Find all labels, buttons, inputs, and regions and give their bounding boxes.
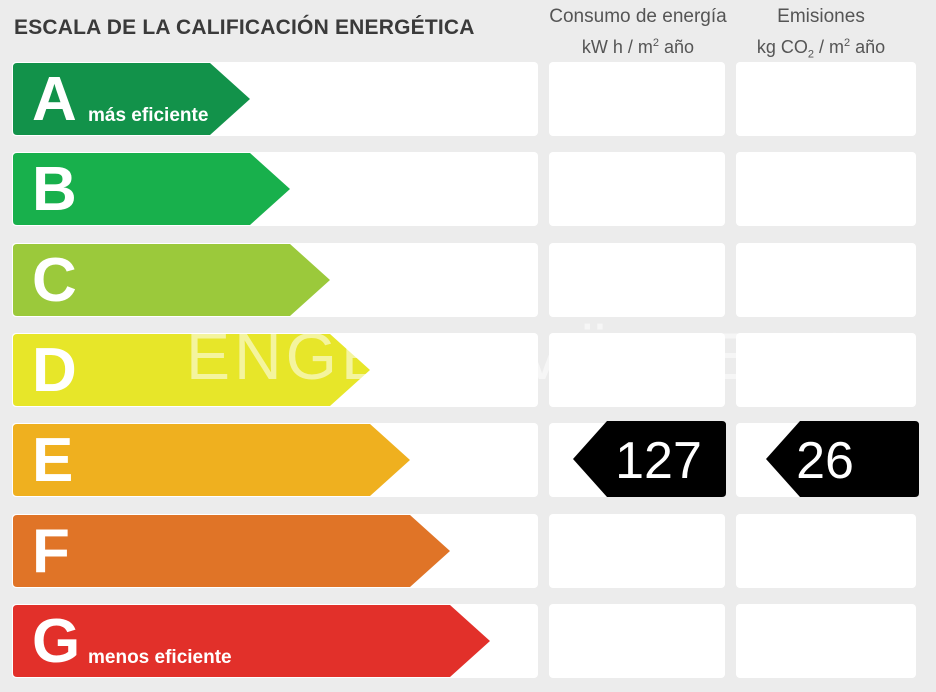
rating-bar-shape bbox=[13, 244, 330, 316]
consumo-header-unit: kW h / m2 año bbox=[581, 37, 695, 57]
column-header-emisiones: Emisiones kg CO2 / m2 año bbox=[730, 4, 912, 68]
column-header-consumo: Consumo de energía kW h / m2 año bbox=[540, 4, 736, 60]
rating-bar-e: E bbox=[13, 424, 410, 496]
cell-c2-b bbox=[549, 152, 725, 226]
rating-tag: más eficiente bbox=[88, 105, 209, 126]
rating-letter: E bbox=[32, 426, 74, 495]
consumo-header-line1: Consumo de energía bbox=[549, 6, 727, 27]
rating-bar-d: D bbox=[13, 334, 370, 406]
rating-row-f: F bbox=[0, 514, 936, 590]
rating-letter: D bbox=[32, 336, 77, 405]
rating-letter: C bbox=[32, 246, 77, 315]
rating-bar-b: B bbox=[13, 153, 290, 225]
rating-bar-c: C bbox=[13, 244, 330, 316]
rating-bar-shape bbox=[13, 515, 450, 587]
consumo-indicator-value: 127 bbox=[615, 432, 702, 490]
cell-c3-d bbox=[736, 333, 916, 407]
rating-letter: B bbox=[32, 155, 77, 224]
page-title: ESCALA DE LA CALIFICACIÓN ENERGÉTICA bbox=[14, 16, 475, 39]
cell-c2-a bbox=[549, 62, 725, 136]
cell-c3-b bbox=[736, 152, 916, 226]
cell-c2-c bbox=[549, 243, 725, 317]
cell-c3-a bbox=[736, 62, 916, 136]
rating-row-c: C bbox=[0, 243, 936, 319]
cell-c3-c bbox=[736, 243, 916, 317]
cell-c2-d bbox=[549, 333, 725, 407]
rating-bar-shape bbox=[13, 63, 250, 135]
rating-row-b: B bbox=[0, 152, 936, 228]
rating-row-e: E 127 26 bbox=[0, 421, 936, 499]
emisiones-indicator-shape bbox=[766, 421, 919, 497]
cell-c3-f bbox=[736, 514, 916, 588]
cell-c2-f bbox=[549, 514, 725, 588]
rating-letter: F bbox=[32, 517, 70, 586]
rating-bar-shape bbox=[13, 153, 290, 225]
cell-c3-g bbox=[736, 604, 916, 678]
emisiones-indicator: 26 bbox=[766, 421, 919, 497]
rating-bar-shape bbox=[13, 424, 410, 496]
rating-bar-f: F bbox=[13, 515, 450, 587]
consumo-indicator-shape bbox=[573, 421, 726, 497]
emisiones-indicator-value: 26 bbox=[796, 432, 854, 490]
rating-bar-shape bbox=[13, 605, 490, 677]
rating-row-d: D bbox=[0, 333, 936, 409]
rating-tag: menos eficiente bbox=[88, 647, 232, 668]
consumo-indicator: 127 bbox=[573, 421, 726, 497]
emisiones-header-line1: Emisiones bbox=[777, 6, 865, 27]
cell-c2-g bbox=[549, 604, 725, 678]
emisiones-header-unit: kg CO2 / m2 año bbox=[756, 37, 886, 61]
rating-letter: G bbox=[32, 607, 81, 676]
rating-bar-shape bbox=[13, 334, 370, 406]
rating-letter: A bbox=[32, 65, 77, 134]
